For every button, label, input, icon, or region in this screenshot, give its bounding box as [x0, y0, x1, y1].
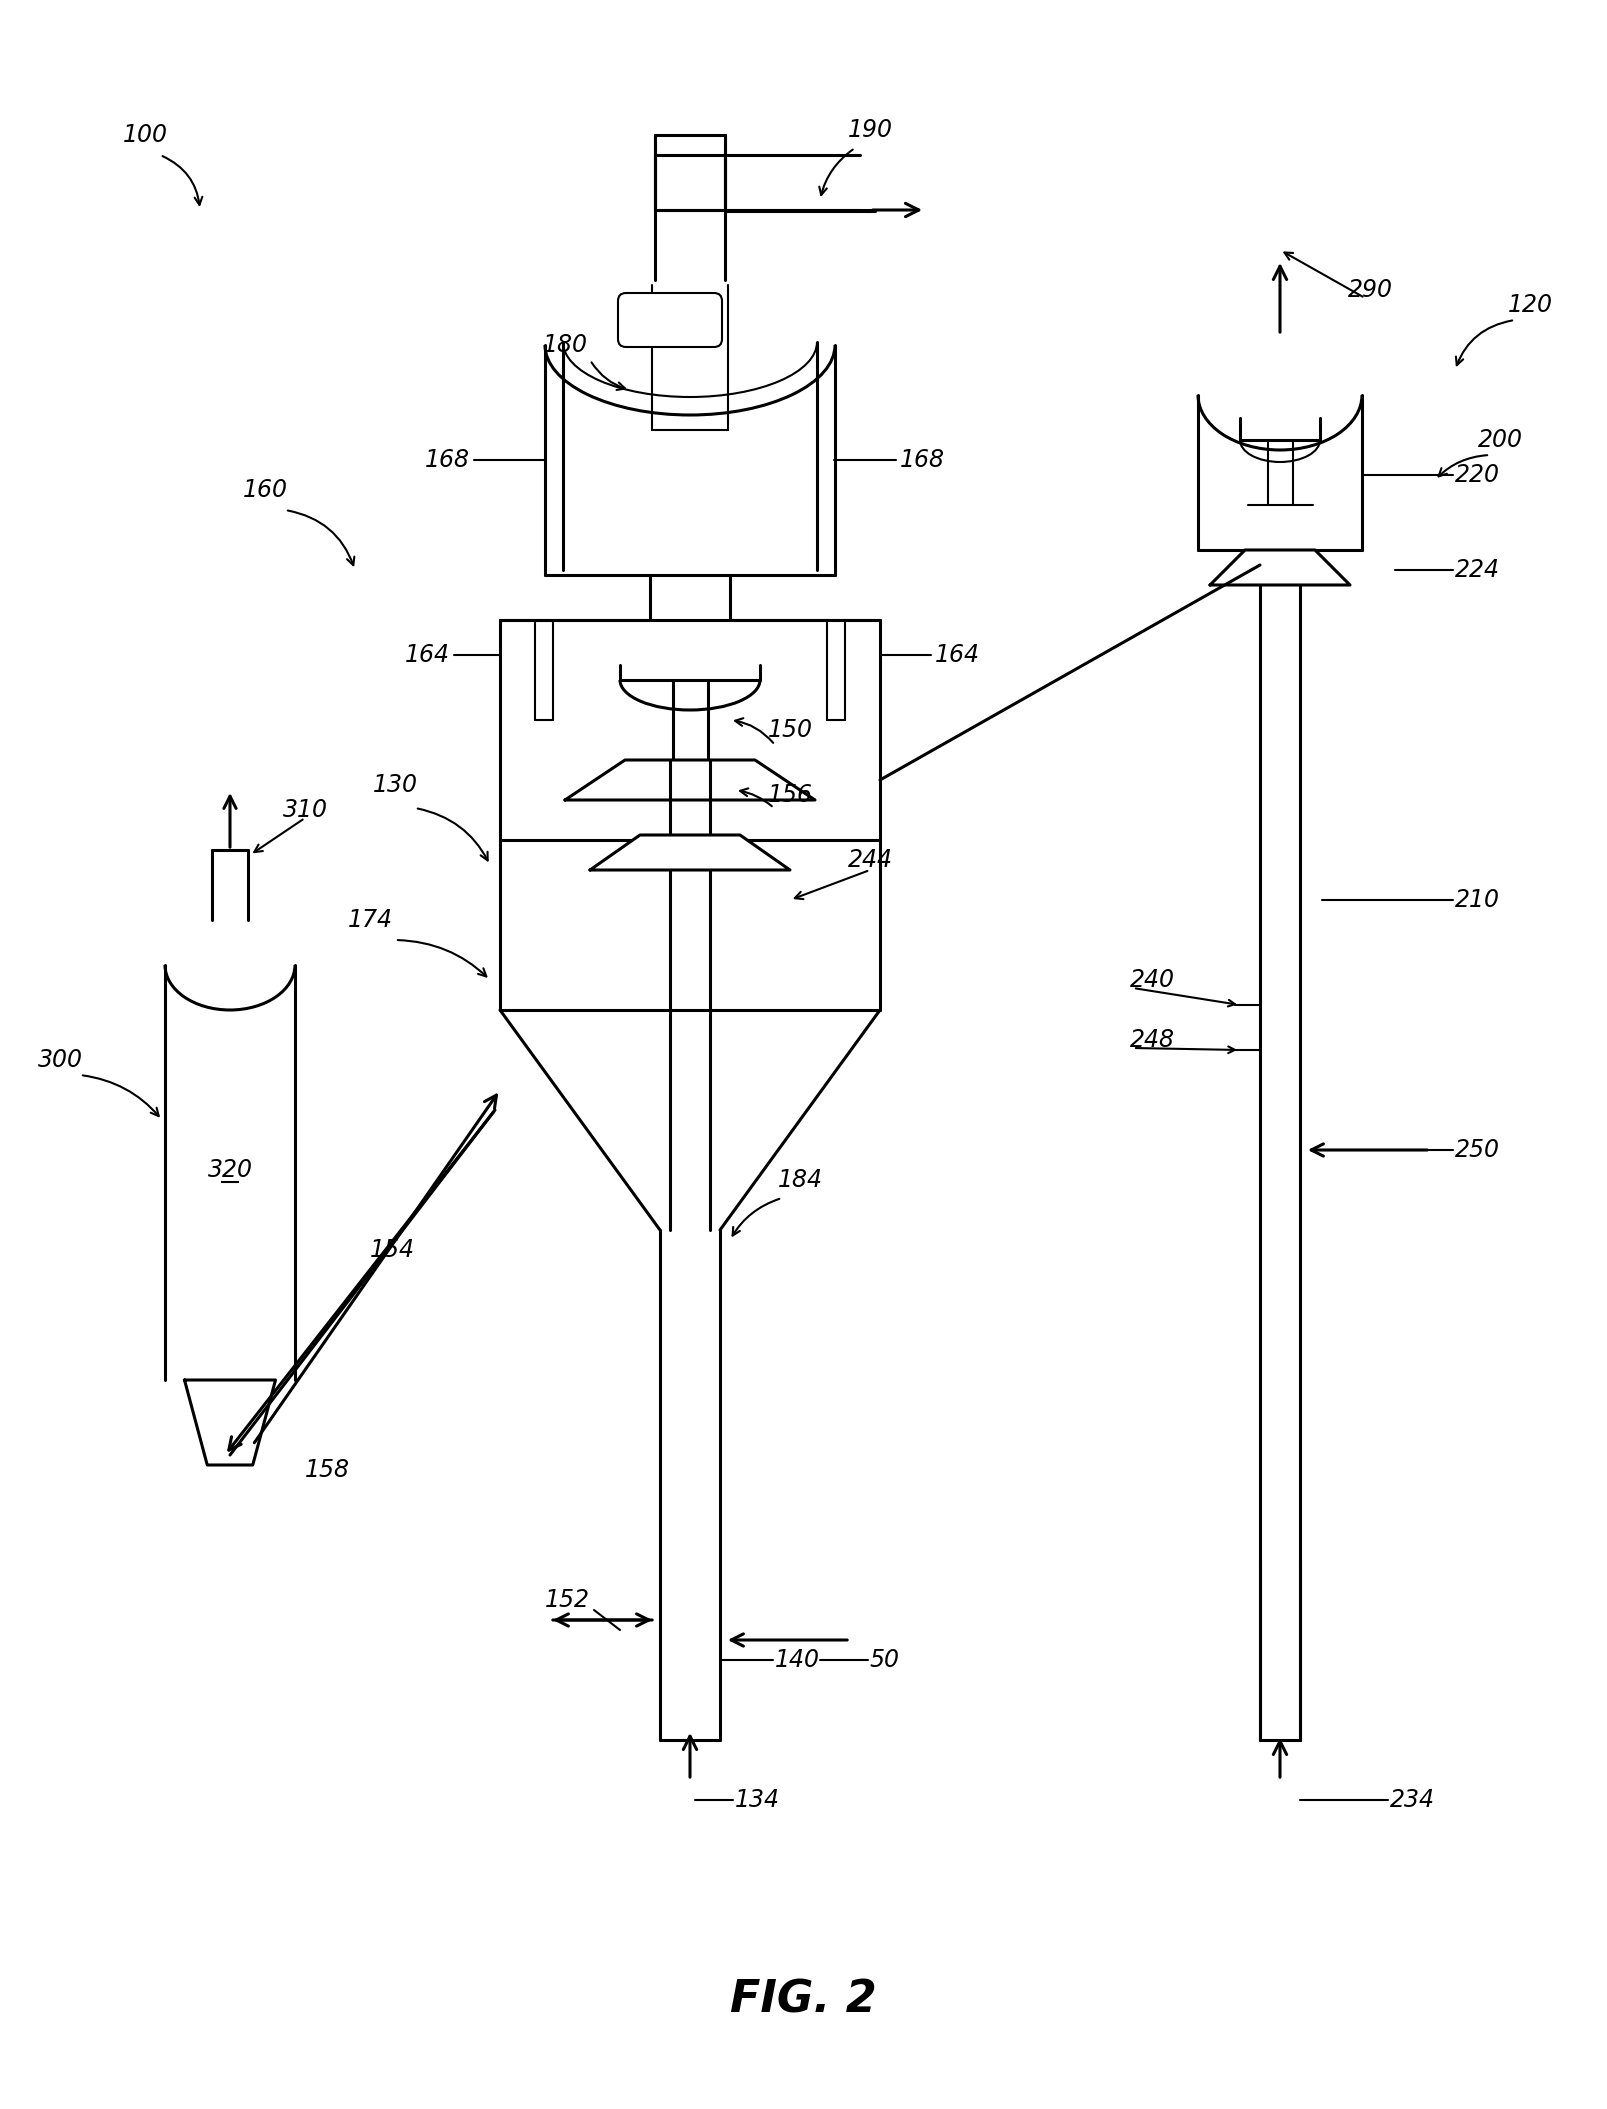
Text: 164: 164 — [935, 643, 980, 666]
Text: 100: 100 — [122, 122, 167, 148]
Text: 156: 156 — [768, 782, 813, 808]
FancyBboxPatch shape — [619, 293, 722, 348]
Text: 224: 224 — [1454, 559, 1499, 582]
Polygon shape — [185, 1379, 275, 1466]
Text: 320: 320 — [207, 1158, 252, 1181]
Text: 140: 140 — [775, 1647, 820, 1672]
Text: 120: 120 — [1507, 293, 1552, 316]
Text: 310: 310 — [283, 797, 328, 823]
Polygon shape — [1210, 550, 1350, 584]
Text: 220: 220 — [1454, 464, 1499, 487]
Text: 130: 130 — [373, 774, 418, 797]
Text: 240: 240 — [1130, 968, 1175, 991]
Text: 200: 200 — [1477, 428, 1522, 451]
Text: 250: 250 — [1454, 1139, 1499, 1162]
Text: 174: 174 — [347, 909, 392, 932]
Text: 170: 170 — [648, 308, 693, 331]
Text: 160: 160 — [243, 479, 288, 502]
Text: 164: 164 — [405, 643, 450, 666]
Text: 300: 300 — [37, 1048, 82, 1071]
Text: 184: 184 — [778, 1168, 823, 1192]
Polygon shape — [590, 835, 791, 871]
Text: 150: 150 — [768, 717, 813, 742]
Text: FIG. 2: FIG. 2 — [730, 1978, 876, 2023]
Text: 180: 180 — [543, 333, 588, 356]
Text: 168: 168 — [424, 447, 469, 472]
Text: 234: 234 — [1390, 1788, 1435, 1812]
Text: 158: 158 — [305, 1457, 350, 1483]
Text: 190: 190 — [847, 118, 892, 141]
Polygon shape — [566, 759, 815, 799]
Text: 50: 50 — [869, 1647, 900, 1672]
Text: 290: 290 — [1348, 278, 1393, 302]
Text: 152: 152 — [545, 1588, 590, 1611]
Text: 168: 168 — [900, 447, 945, 472]
Text: 134: 134 — [734, 1788, 779, 1812]
Text: 244: 244 — [847, 848, 892, 871]
Text: 154: 154 — [370, 1238, 415, 1261]
Text: 248: 248 — [1130, 1027, 1175, 1052]
Text: 210: 210 — [1454, 888, 1499, 911]
